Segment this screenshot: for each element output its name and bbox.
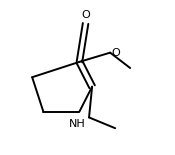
Text: NH: NH [69,119,86,129]
Text: O: O [111,48,120,58]
Text: O: O [81,10,90,20]
